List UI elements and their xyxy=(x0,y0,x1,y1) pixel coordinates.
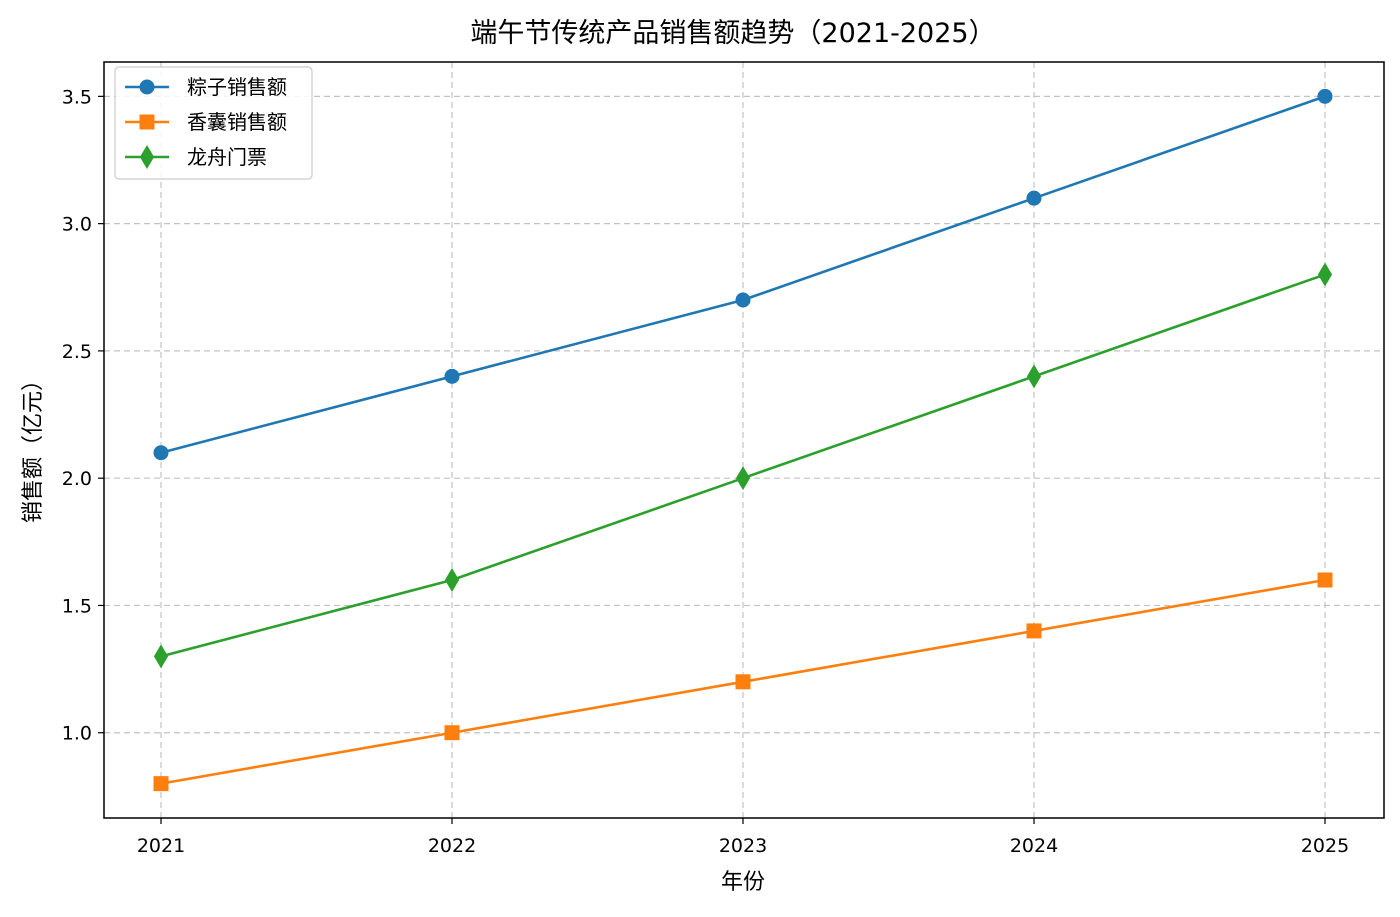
series-1-point xyxy=(153,445,169,461)
series-2-point xyxy=(153,776,169,792)
series-3-point xyxy=(153,644,169,669)
series-3-point xyxy=(735,466,751,491)
x-tick-label: 2024 xyxy=(1010,835,1058,857)
x-axis-title: 年份 xyxy=(721,870,765,895)
legend-marker-2 xyxy=(139,114,155,130)
series-2-point xyxy=(1317,572,1333,588)
legend-label-3: 龙舟门票 xyxy=(187,145,267,169)
legend-label-2: 香囊销售额 xyxy=(187,110,287,134)
y-tick-label: 1.0 xyxy=(62,723,92,745)
series-2-point xyxy=(735,674,751,690)
x-tick-label: 2021 xyxy=(137,835,185,857)
series-1-point xyxy=(1317,88,1333,104)
x-tick-label: 2022 xyxy=(428,835,476,857)
legend-label-1: 粽子销售额 xyxy=(187,75,287,99)
series-2-point xyxy=(1026,623,1042,639)
y-tick-label: 3.5 xyxy=(62,86,92,108)
series-2 xyxy=(153,572,1333,792)
series-2-point xyxy=(444,725,460,741)
series-3-point xyxy=(1026,364,1042,389)
plot-area-frame xyxy=(103,61,1385,819)
x-tick-label: 2023 xyxy=(719,835,767,857)
series-1-point xyxy=(444,368,460,384)
series-3 xyxy=(153,262,1333,669)
legend-marker-3 xyxy=(139,145,155,169)
y-tick-label: 1.5 xyxy=(62,595,92,617)
series-3-point xyxy=(1317,262,1333,287)
series-layer xyxy=(153,88,1333,792)
legend-marker-1 xyxy=(139,79,155,95)
y-axis-title: 销售额（亿元） xyxy=(21,369,46,523)
y-tick-label: 2.0 xyxy=(62,468,92,490)
y-tick-label: 3.0 xyxy=(62,214,92,236)
y-tick-label: 2.5 xyxy=(62,341,92,363)
legend-frame xyxy=(114,66,313,180)
axis-layer: 2021 2022 2023 2024 2025 1.0 1.5 2.0 2.5 3.0 3.5 xyxy=(62,61,1385,857)
series-3-point xyxy=(444,568,460,592)
series-1 xyxy=(153,88,1333,461)
series-1-point xyxy=(735,292,751,308)
series-1-point xyxy=(1026,190,1042,206)
chart-title: 端午节传统产品销售额趋势（2021-2025） xyxy=(470,18,995,49)
x-tick-label: 2025 xyxy=(1301,835,1349,857)
